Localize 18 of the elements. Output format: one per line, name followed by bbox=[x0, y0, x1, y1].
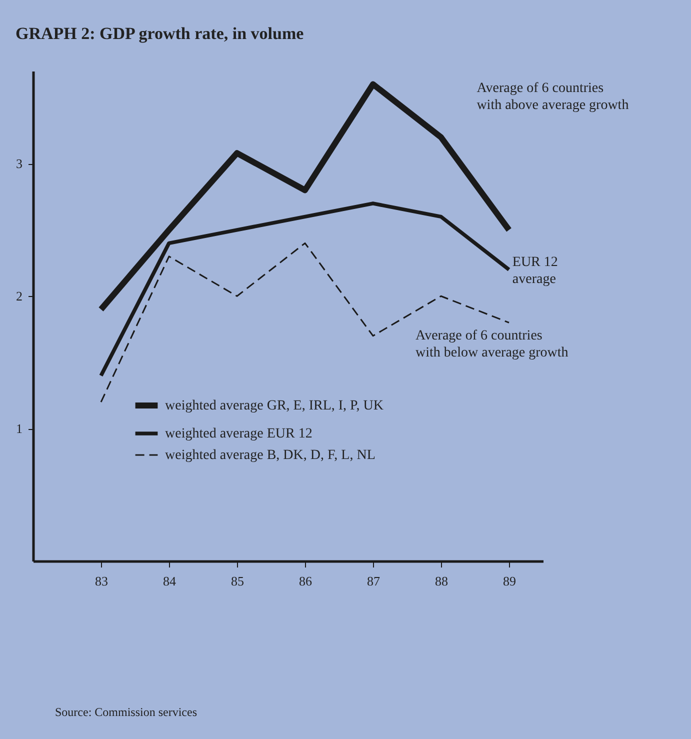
x-tick-label: 87 bbox=[367, 574, 380, 588]
x-tick-label: 86 bbox=[299, 574, 312, 588]
annotation: EUR 12 average bbox=[512, 254, 558, 287]
source-note: Source: Commission services bbox=[55, 705, 197, 720]
y-tick-label: 2 bbox=[16, 288, 22, 304]
x-tick-label: 84 bbox=[163, 574, 176, 588]
x-tick-label: 88 bbox=[435, 574, 448, 588]
y-tick-label: 1 bbox=[16, 421, 22, 436]
annotation: Average of 6 countries with above average growth bbox=[476, 80, 629, 113]
x-tick-label: 89 bbox=[503, 574, 516, 588]
legend-label: weighted average EUR 12 bbox=[165, 426, 312, 442]
legend-label: weighted average GR, E, IRL, I, P, UK bbox=[165, 398, 384, 414]
legend-label: weighted average B, DK, D, F, L, NL bbox=[165, 448, 376, 463]
y-tick-label: 3 bbox=[16, 156, 22, 172]
x-tick-label: 83 bbox=[95, 574, 108, 588]
x-tick-label: 85 bbox=[231, 574, 244, 588]
chart-title: GRAPH 2: GDP growth rate, in volume bbox=[16, 24, 304, 43]
annotation: Average of 6 countries with below average growth bbox=[416, 328, 568, 360]
